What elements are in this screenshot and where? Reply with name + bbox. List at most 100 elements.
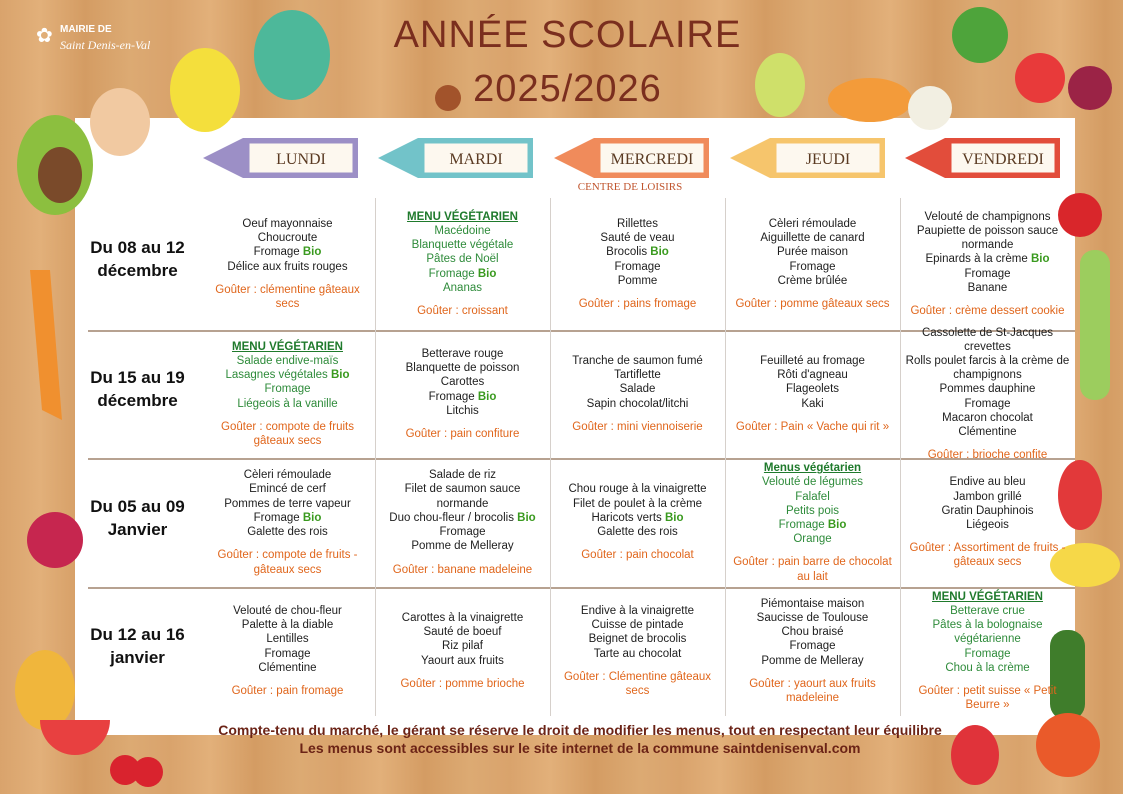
bio-label: Bio [650,246,669,259]
dish: Haricots verts Bio [591,511,683,525]
wednesday-note: CENTRE DE LOISIRS [577,181,683,193]
dish: Brocolis Bio [606,245,669,259]
week-label-line1: Du 12 au 16 [90,625,185,644]
day-banner-label-box [950,142,1056,174]
bio-label: Bio [302,246,322,259]
dish: Feuilleté au fromage [760,354,865,367]
row-separator [88,330,1075,332]
dish: Fromage Bio [429,267,497,281]
bio-label: Bio [330,369,350,382]
snack: Goûter : clémentine gâteaux secs [215,283,360,310]
dish: Filet de saumon sauce normande [404,483,521,510]
dish: Cassolette de St-Jacques crevettes [921,326,1054,353]
dish-name: Fromage [428,390,475,403]
dish: Clémentine [958,426,1017,439]
dish: Pommes dauphine [939,383,1036,396]
snack: Goûter : pomme brioche [400,677,525,690]
dish: Salade endive-maïs [236,354,339,367]
menu-cell: MENU VÉGÉTARIEN Macédoine Blanquette végét… [375,198,550,330]
pepper [1058,193,1102,237]
footer-line1: Compte-tenu du marché, le gérant se rése… [218,722,942,738]
day-banner-label-box [775,142,881,174]
menu-cell: Oeuf mayonnaise Choucroute Fromage Bio Déli… [200,198,375,330]
dish: Fromage Bio [429,390,497,404]
dish: Yaourt aux fruits [421,654,504,667]
pear [755,53,805,117]
dish: Endive à la vinaigrette [580,604,695,617]
day-banner-label-box [248,142,354,174]
bio-label: Bio [827,519,847,531]
bio-label: Bio [664,511,684,524]
dish: Blanquette de poisson [405,362,520,375]
menu-cell: Feuilleté au fromage Rôti d'agneau Flageol… [725,330,900,458]
row-separator [88,458,1075,460]
dish-name: Fromage [253,246,300,259]
tomato [1036,713,1100,777]
strawberry [1058,460,1102,530]
column-separator [900,198,901,716]
menu-cell: Tranche de saumon fumé Tartiflette Salade S… [550,330,725,458]
dish: Blanquette végétale [411,239,514,252]
title-line2: 2025/2026 [473,68,662,110]
dish: Gratin Dauphinois [941,504,1034,517]
snack: Goûter : pain fromage [231,684,344,697]
dish: Rillettes [617,217,658,230]
snack: Goûter : compote de fruits gâteaux secs [221,420,354,447]
week-label-line2: Janvier [107,519,168,539]
day-banner-label-box [599,142,705,174]
leek [1080,250,1110,400]
menu-cell: Cèleri rémoulade Aiguillette de canard Pur… [725,198,900,330]
pineapple [15,650,75,730]
week-label: Du 05 au 09 Janvier [75,458,200,577]
vegetarian-heading: MENU VÉGÉTARIEN [932,590,1043,603]
dish: Tranche de saumon fumé [572,354,703,367]
snack: Goûter : petit suisse « Petit Beurre » [918,684,1057,712]
dish: Fromage [964,397,1011,410]
broccoli [952,7,1008,63]
dish: Falafel [795,490,830,503]
column-separator [550,198,551,716]
snack: Goûter : pomme gâteaux secs [735,297,890,310]
dish: Rolls poulet farcis à la crème de champi… [905,355,1070,382]
dish: Macaron chocolat [942,411,1033,424]
menu-cell: Cèleri rémoulade Emincé de cerf Pommes de … [200,458,375,587]
dish: Salade [619,383,656,396]
dish: Galette des rois [597,526,678,539]
dish: Sapin chocolat/litchi [586,397,689,410]
week-label-line1: Du 05 au 09 [90,496,185,516]
menu-panel [75,118,1075,735]
menu-cell: Cassolette de St-Jacques crevettes Rolls … [900,327,1075,462]
bio-label: Bio [302,511,322,524]
menu-cell: Chou rouge à la vinaigrette Filet de poul… [550,458,725,587]
logo-line1: MAIRIE DE [60,24,112,35]
dish: Cuisse de pintade [591,619,684,632]
dish: Fromage Bio [779,518,847,532]
strawberry [951,725,999,785]
dish: Oeuf mayonnaise [242,217,333,230]
dish: Liégeois à la vanille [237,397,338,410]
snack: Goûter : pain confiture [405,427,520,440]
menu-cell: MENU VÉGÉTARIEN Salade endive-maïs Lasagne… [200,330,375,458]
vegetarian-heading: MENU VÉGÉTARIEN [232,340,343,353]
dish: Carottes [440,376,485,389]
snack: Goûter : pains fromage [578,297,697,310]
snack: Goûter : croissant [417,305,508,317]
dish: Palette à la diable [241,619,334,632]
week-label: Du 08 au 12 décembre [75,198,200,320]
menu-cell: Salade de riz Filet de saumon sauce norma… [375,458,550,587]
menu-cell: Betterave rouge Blanquette de poisson Caro… [375,330,550,458]
day-label: VENDREDI [962,151,1044,168]
beet [1068,66,1112,110]
dish: Betterave rouge [421,347,504,360]
dish-name: Epinards à la crème [925,253,1028,266]
dish: Pomme de Melleray [761,654,864,667]
day-label: MERCREDI [611,151,694,168]
menu-cell: Piémontaise maison Saucisse de Toulouse Ch… [725,587,900,715]
menu-cell: Endive au bleu Jambon grillé Gratin Dauphi… [900,458,1075,587]
footer-line2: Les menus sont accessibles sur le site i… [299,740,861,756]
vegetarian-heading: MENU VÉGÉTARIEN [407,210,518,223]
dish-name: Brocolis [606,246,648,259]
day-label: JEUDI [806,151,850,168]
dish: Tarte au chocolat [593,647,682,660]
